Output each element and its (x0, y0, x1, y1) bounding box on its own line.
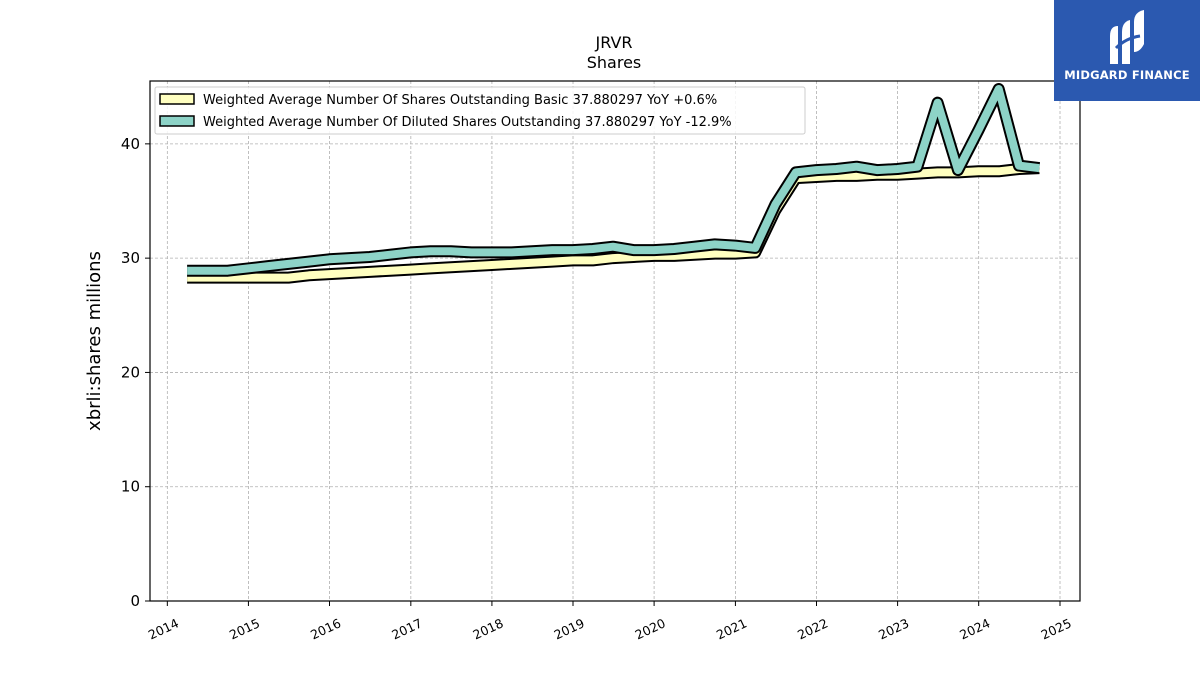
midgard-finance-logo: MIDGARD FINANCE (1054, 0, 1200, 101)
legend-box (154, 86, 806, 135)
y-tick-label: 30 (121, 249, 140, 267)
x-tick-label: 2015 (227, 615, 262, 642)
x-tick-label: 2025 (1039, 615, 1074, 642)
axes: 0 10 20 30 40 2014 2015 2016 2017 2018 2019 2020 202… (121, 135, 1074, 643)
x-tick-label: 2021 (714, 615, 749, 642)
legend-label-1: Weighted Average Number Of Shares Outsta… (203, 93, 717, 108)
x-tick-label: 2018 (470, 615, 505, 642)
legend-swatch-2 (159, 115, 195, 127)
y-axis-label: xbrli:shares millions (84, 251, 105, 431)
x-tick-label: 2020 (633, 615, 668, 642)
legend-label-2: Weighted Average Number Of Diluted Share… (203, 115, 732, 130)
x-tick-label: 2017 (389, 615, 424, 642)
x-tick-label: 2019 (552, 615, 587, 642)
series-area (187, 83, 1041, 284)
grid-lines (150, 81, 1080, 601)
y-tick-label: 40 (121, 135, 140, 153)
legend-swatch-1 (159, 93, 195, 105)
chart-title: JRVR (594, 33, 632, 52)
x-tick-label: 2016 (308, 615, 343, 642)
y-tick-label: 20 (121, 363, 140, 381)
series-line-2 (187, 85, 1040, 275)
brand-name: MIDGARD FINANCE (1064, 68, 1190, 82)
x-tick-label: 2024 (957, 615, 992, 642)
midgard-logo-icon (1110, 10, 1144, 64)
plot-frame (149, 80, 1081, 602)
legend: Weighted Average Number Of Shares Outsta… (154, 86, 806, 135)
chart-subtitle: Shares (587, 53, 642, 72)
x-tick-label: 2022 (795, 615, 830, 642)
x-tick-label: 2023 (876, 615, 911, 642)
x-tick-label: 2014 (146, 615, 181, 642)
y-tick-label: 10 (121, 478, 140, 496)
y-tick-label: 0 (130, 592, 140, 610)
